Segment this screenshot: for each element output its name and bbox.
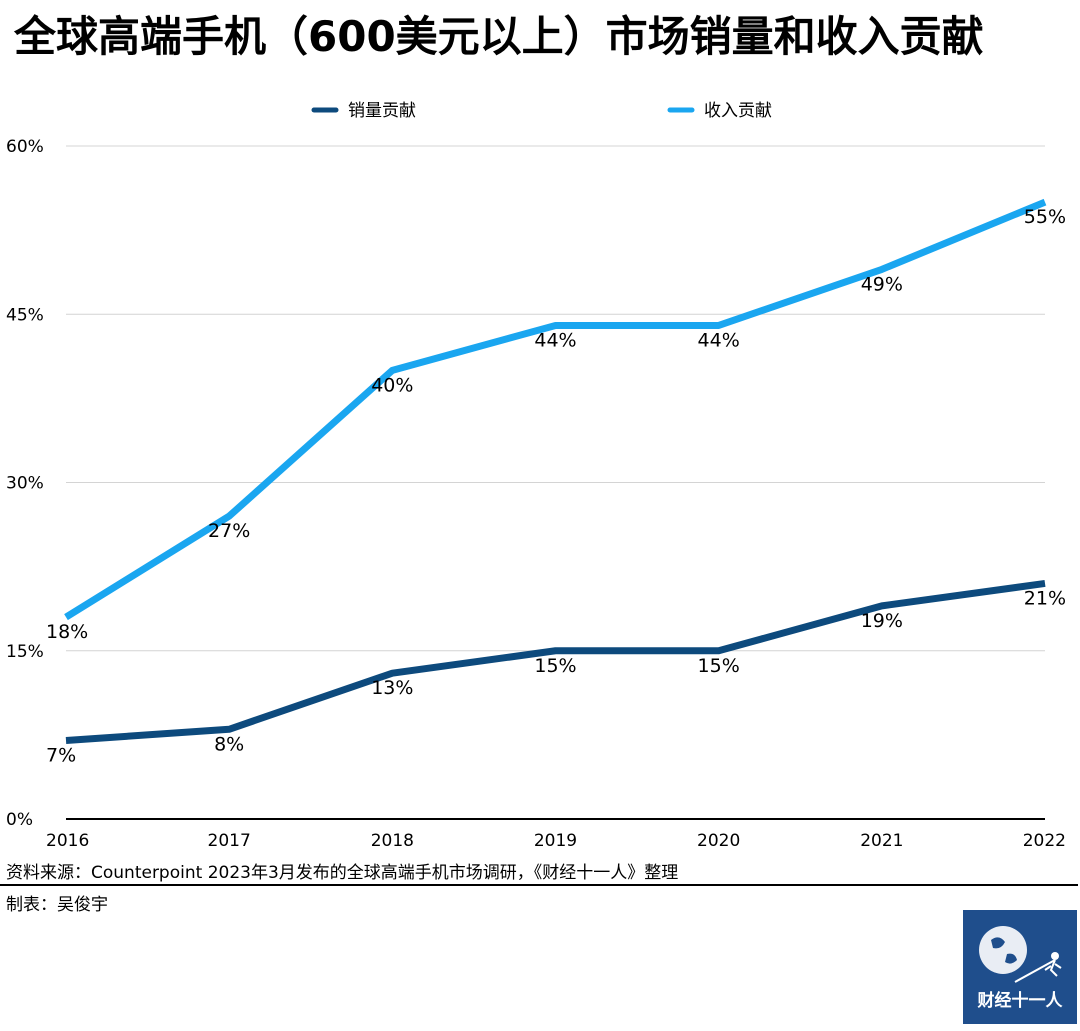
x-tick-label: 2021 (860, 831, 903, 851)
x-tick-label: 2016 (46, 831, 89, 851)
divider-line (0, 884, 1078, 886)
x-tick-label: 2022 (1023, 831, 1066, 851)
logo-text: 财经十一人 (977, 990, 1064, 1011)
line-chart: 0% 15% 30% 45% 60% 2016 2017 2018 2019 2020 2021 20… (6, 101, 1066, 851)
y-tick-label: 30% (6, 474, 44, 494)
data-label: 27% (208, 520, 250, 542)
legend-label: 收入贡献 (704, 101, 772, 121)
data-label: 8% (214, 733, 244, 755)
data-label: 55% (1024, 206, 1066, 228)
data-label: 40% (371, 374, 413, 396)
x-tick-label: 2019 (534, 831, 577, 851)
y-tick-label: 60% (6, 137, 44, 157)
data-label: 44% (534, 329, 576, 351)
source-note: 资料来源：Counterpoint 2023年3月发布的全球高端手机市场调研，《… (6, 863, 679, 883)
y-tick-label: 15% (6, 642, 44, 662)
data-label: 44% (698, 329, 740, 351)
data-label: 21% (1024, 587, 1066, 609)
series-line (64, 198, 1047, 621)
x-tick-label: 2017 (208, 831, 251, 851)
logo: 财经十一人 (963, 910, 1077, 1024)
y-tick-label: 0% (6, 810, 33, 830)
x-tick-label: 2018 (371, 831, 414, 851)
data-label: 49% (861, 273, 903, 295)
data-label: 19% (861, 610, 903, 632)
data-label: 15% (534, 655, 576, 677)
y-tick-label: 45% (6, 305, 44, 325)
globe-icon (979, 926, 1027, 974)
data-label: 13% (371, 677, 413, 699)
data-label: 18% (46, 621, 88, 643)
x-tick-label: 2020 (697, 831, 740, 851)
chart-title: 全球高端手机（600美元以上）市场销量和收入贡献 (14, 12, 984, 61)
data-label: 7% (46, 744, 76, 766)
data-label: 15% (698, 655, 740, 677)
runner-icon (1051, 952, 1059, 960)
maker-note: 制表：吴俊宇 (6, 895, 108, 915)
legend-label: 销量贡献 (348, 101, 416, 121)
series-line (65, 579, 1046, 744)
